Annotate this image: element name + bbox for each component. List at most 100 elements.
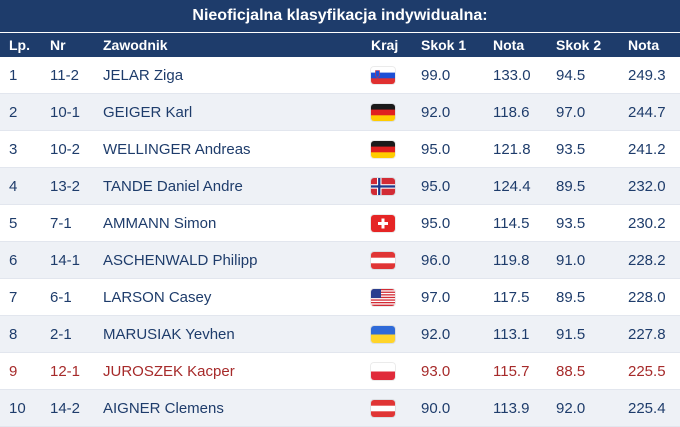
cell-nr: 14-2 bbox=[50, 399, 81, 417]
switzerland-flag-icon bbox=[371, 205, 395, 241]
poland-flag-icon bbox=[371, 353, 395, 389]
header-nota1: Nota bbox=[493, 37, 525, 53]
austria-flag-icon bbox=[371, 390, 395, 426]
header-skok2: Skok 2 bbox=[556, 37, 602, 53]
cell-lp: 9 bbox=[9, 362, 18, 380]
cell-n2: 228.0 bbox=[628, 288, 666, 306]
cell-s2: 91.5 bbox=[556, 325, 586, 343]
cell-s2: 89.5 bbox=[556, 288, 586, 306]
cell-name: JELAR Ziga bbox=[103, 66, 184, 84]
slovenia-flag-icon bbox=[371, 57, 395, 93]
norway-flag-icon bbox=[371, 168, 395, 204]
cell-n2: 244.7 bbox=[628, 103, 666, 121]
cell-s2: 91.0 bbox=[556, 251, 586, 269]
cell-s2: 93.5 bbox=[556, 140, 586, 158]
table-row: 8 2-1 MARUSIAK Yevhen 92.0 113.1 91.5 227.8 bbox=[0, 316, 680, 353]
cell-n1: 124.4 bbox=[493, 177, 531, 195]
header-nr: Nr bbox=[50, 37, 66, 53]
cell-n1: 113.9 bbox=[493, 399, 530, 417]
cell-name: JUROSZEK Kacper bbox=[103, 362, 235, 380]
cell-n2: 241.2 bbox=[628, 140, 666, 158]
cell-s1: 95.0 bbox=[421, 214, 451, 232]
cell-n2: 227.8 bbox=[628, 325, 666, 343]
cell-s1: 93.0 bbox=[421, 362, 451, 380]
usa-flag-icon bbox=[371, 279, 395, 315]
cell-s2: 93.5 bbox=[556, 214, 586, 232]
table-row: 1 11-2 JELAR Ziga 99.0 133.0 94.5 249.3 bbox=[0, 57, 680, 94]
cell-n2: 225.5 bbox=[628, 362, 666, 380]
cell-name: AMMANN Simon bbox=[103, 214, 217, 232]
cell-s1: 95.0 bbox=[421, 177, 451, 195]
cell-s2: 88.5 bbox=[556, 362, 586, 380]
table-row: 10 14-2 AIGNER Clemens 90.0 113.9 92.0 225.4 bbox=[0, 390, 680, 427]
cell-lp: 2 bbox=[9, 103, 18, 121]
cell-nr: 12-1 bbox=[50, 362, 81, 380]
cell-lp: 8 bbox=[9, 325, 18, 343]
cell-s2: 94.5 bbox=[556, 66, 586, 84]
germany-flag-icon bbox=[371, 94, 395, 130]
table-row: 7 6-1 LARSON Casey 97.0 117.5 89.5 228.0 bbox=[0, 279, 680, 316]
cell-s1: 97.0 bbox=[421, 288, 451, 306]
header-lp: Lp. bbox=[9, 37, 30, 53]
table-row: 9 12-1 JUROSZEK Kacper 93.0 115.7 88.5 225.5 bbox=[0, 353, 680, 390]
cell-lp: 10 bbox=[9, 399, 26, 417]
table-title: Nieoficjalna klasyfikacja indywidualna: bbox=[0, 0, 680, 33]
cell-n1: 115.7 bbox=[493, 362, 530, 380]
cell-n1: 119.8 bbox=[493, 251, 530, 269]
cell-n1: 114.5 bbox=[493, 214, 530, 232]
cell-n1: 113.1 bbox=[493, 325, 530, 343]
cell-name: TANDE Daniel Andre bbox=[103, 177, 243, 195]
cell-n2: 232.0 bbox=[628, 177, 666, 195]
cell-nr: 10-2 bbox=[50, 140, 81, 158]
cell-n1: 121.8 bbox=[493, 140, 531, 158]
table-row: 3 10-2 WELLINGER Andreas 95.0 121.8 93.5 241.2 bbox=[0, 131, 680, 168]
cell-s2: 89.5 bbox=[556, 177, 586, 195]
header-nota2: Nota bbox=[628, 37, 660, 53]
cell-nr: 10-1 bbox=[50, 103, 81, 121]
cell-n2: 225.4 bbox=[628, 399, 666, 417]
ukraine-flag-icon bbox=[371, 316, 395, 352]
cell-lp: 6 bbox=[9, 251, 18, 269]
cell-s1: 96.0 bbox=[421, 251, 451, 269]
cell-lp: 4 bbox=[9, 177, 18, 195]
cell-s1: 90.0 bbox=[421, 399, 451, 417]
austria-flag-icon bbox=[371, 242, 395, 278]
cell-nr: 13-2 bbox=[50, 177, 81, 195]
cell-lp: 5 bbox=[9, 214, 18, 232]
cell-n2: 249.3 bbox=[628, 66, 666, 84]
cell-nr: 6-1 bbox=[50, 288, 72, 306]
cell-name: MARUSIAK Yevhen bbox=[103, 325, 235, 343]
table-row: 2 10-1 GEIGER Karl 92.0 118.6 97.0 244.7 bbox=[0, 94, 680, 131]
cell-nr: 2-1 bbox=[50, 325, 72, 343]
cell-nr: 11-2 bbox=[50, 66, 79, 84]
cell-nr: 7-1 bbox=[50, 214, 72, 232]
cell-s1: 92.0 bbox=[421, 325, 451, 343]
cell-name: LARSON Casey bbox=[103, 288, 212, 306]
cell-lp: 1 bbox=[9, 66, 18, 84]
header-kraj: Kraj bbox=[371, 37, 399, 53]
table-row: 4 13-2 TANDE Daniel Andre 95.0 124.4 89.5 232.… bbox=[0, 168, 680, 205]
germany-flag-icon bbox=[371, 131, 395, 167]
cell-lp: 7 bbox=[9, 288, 18, 306]
cell-name: ASCHENWALD Philipp bbox=[103, 251, 258, 269]
cell-name: WELLINGER Andreas bbox=[103, 140, 251, 158]
cell-nr: 14-1 bbox=[50, 251, 81, 269]
cell-s2: 92.0 bbox=[556, 399, 586, 417]
cell-n2: 228.2 bbox=[628, 251, 666, 269]
cell-s1: 95.0 bbox=[421, 140, 451, 158]
cell-name: AIGNER Clemens bbox=[103, 399, 224, 417]
cell-s2: 97.0 bbox=[556, 103, 586, 121]
cell-name: GEIGER Karl bbox=[103, 103, 193, 121]
header-zawodnik: Zawodnik bbox=[103, 37, 168, 53]
cell-n1: 133.0 bbox=[493, 66, 531, 84]
header-skok1: Skok 1 bbox=[421, 37, 467, 53]
table-header-row: Lp. Nr Zawodnik Kraj Skok 1 Nota Skok 2 … bbox=[0, 33, 680, 57]
cell-s1: 99.0 bbox=[421, 66, 451, 84]
cell-n1: 117.5 bbox=[493, 288, 530, 306]
table-row: 5 7-1 AMMANN Simon 95.0 114.5 93.5 230.2 bbox=[0, 205, 680, 242]
cell-lp: 3 bbox=[9, 140, 18, 158]
table-body: 1 11-2 JELAR Ziga 99.0 133.0 94.5 249.3 2 10-1 GE… bbox=[0, 57, 680, 427]
cell-s1: 92.0 bbox=[421, 103, 451, 121]
table-row: 6 14-1 ASCHENWALD Philipp 96.0 119.8 91.0 228.… bbox=[0, 242, 680, 279]
